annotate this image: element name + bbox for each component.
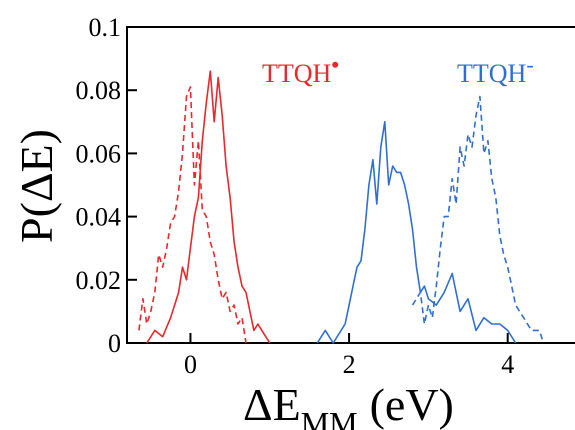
y-tick-label: 0 [108,329,121,358]
series-line-3 [411,95,545,344]
x-axis-label-unit: (eV) [370,379,454,430]
series-label-blue-superscript: - [526,52,533,77]
series-line-1 [138,86,247,344]
x-tick-label: 4 [501,350,514,379]
series-label-blue: TTQH- [457,52,534,88]
x-tick-label: 2 [343,350,356,379]
series-line-0 [146,70,271,344]
x-axis-label: ΔEMM (eV) [243,379,454,430]
y-tick-label: 0.1 [89,13,122,42]
ticks-layer: 0 0.02 0.04 0.06 0.08 0.1 0 2 4 [76,13,515,379]
series-label-red: TTQH• [262,52,339,88]
series-line-2 [316,121,517,344]
plot-frame [126,26,575,344]
x-axis-label-main: ΔE [243,379,301,430]
x-axis-label-sub: MM [301,405,358,430]
y-tick-label: 0.04 [76,203,122,232]
x-tick-label: 0 [184,350,197,379]
y-tick-label: 0.08 [76,76,122,105]
y-tick-label: 0.06 [76,139,122,168]
series-layer [138,70,545,344]
y-tick-label: 0.02 [76,266,122,295]
y-axis-label: P(ΔE) [11,129,62,243]
series-label-red-superscript: • [331,52,339,77]
